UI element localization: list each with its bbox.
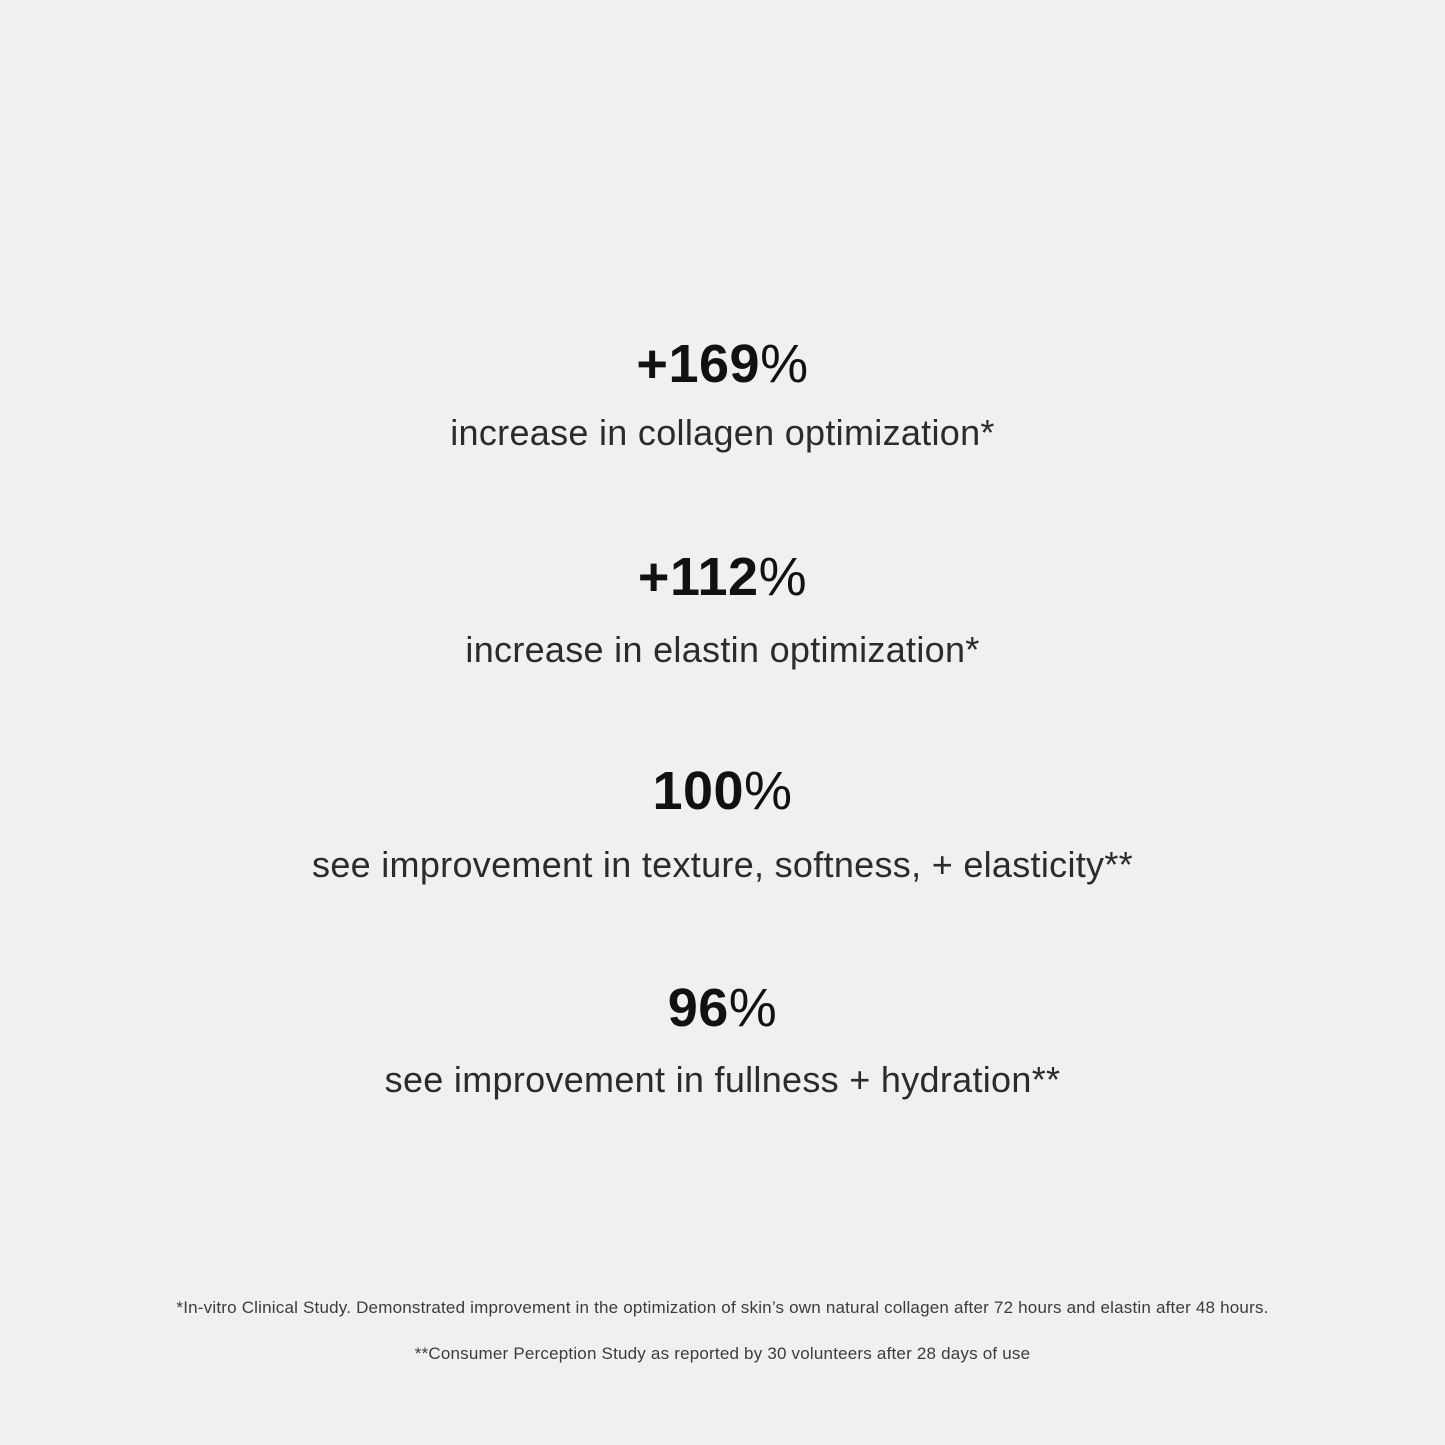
stat-description-collagen: increase in collagen optimization*: [450, 412, 995, 453]
stat-value-fullness: 96%: [0, 981, 1445, 1035]
footnote-perception-study: **Consumer Perception Study as reported …: [414, 1344, 1031, 1363]
stat-description-fullness: see improvement in fullness + hydration*…: [384, 1059, 1061, 1100]
percent-sign: %: [760, 334, 809, 394]
stat-number-text: +112: [637, 547, 759, 607]
stat-number-text: 100: [652, 761, 745, 821]
stat-description-elastin: increase in elastin optimization*: [465, 629, 980, 670]
percent-sign: %: [744, 761, 793, 821]
stat-value-collagen: +169%: [0, 337, 1445, 391]
stat-number-text: +169: [636, 334, 761, 394]
stat-value-elastin: +112%: [0, 550, 1445, 604]
stat-description-texture: see improvement in texture, softness, + …: [312, 844, 1133, 885]
stat-number-text: 96: [667, 978, 729, 1038]
stat-value-texture: 100%: [0, 764, 1445, 818]
footnote-clinical-study: *In-vitro Clinical Study. Demonstrated i…: [176, 1298, 1269, 1317]
percent-sign: %: [758, 547, 808, 607]
percent-sign: %: [728, 978, 778, 1038]
